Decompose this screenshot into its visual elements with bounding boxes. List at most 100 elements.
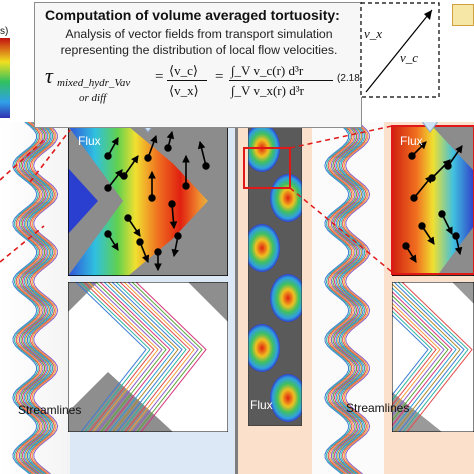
streamline <box>330 122 356 474</box>
arrow-head <box>111 242 119 251</box>
zoom-streamline <box>392 287 457 432</box>
zoom-streamline <box>392 314 429 397</box>
arrow-origin-dot <box>174 232 182 240</box>
velocity-vector-diagram <box>360 2 440 98</box>
tau-subscript-2: or diff <box>79 92 107 104</box>
streamline <box>335 122 361 474</box>
zoom-streamline <box>397 282 469 432</box>
zoom-streamline <box>87 282 159 432</box>
streamline <box>31 122 57 474</box>
tau-subscript: mixed_hydr_Vav <box>57 77 131 89</box>
zoom-streamline <box>135 282 207 432</box>
right-wavy-streamline-strip <box>312 122 384 474</box>
arrow-head <box>418 141 427 150</box>
streamline <box>332 122 358 474</box>
left-callout-dashes <box>0 122 157 263</box>
arrow-origin-dot <box>136 238 144 246</box>
zoom-streamline <box>79 282 151 432</box>
arrow-origin-dot <box>124 214 132 222</box>
streamline <box>340 122 366 474</box>
right-flux-velocity-field <box>392 126 474 276</box>
definition-title: Computation of volume averaged tortuosit… <box>45 7 340 23</box>
zoom-streamline <box>393 282 465 432</box>
channel-bulge <box>270 174 302 222</box>
zoom-streamline <box>99 282 171 432</box>
arrow-origin-dot <box>168 200 176 208</box>
left-zoom-streamlines <box>68 282 228 432</box>
zoom-streamline <box>392 302 441 412</box>
arrow-origin-dot <box>104 230 112 238</box>
zoom-streamline <box>123 282 195 432</box>
arrow-head <box>171 248 180 258</box>
arrow-origin-dot <box>148 194 156 202</box>
left-flux-label: Flux <box>78 134 101 148</box>
colorbar-unit-label: s) <box>0 26 9 37</box>
equation-number: (2.18) <box>337 73 364 84</box>
zoom-streamline <box>119 282 191 432</box>
zoom-streamline <box>131 282 203 432</box>
zoom-streamline <box>392 298 445 417</box>
arrow-head <box>148 170 156 179</box>
zoom-streamline <box>83 282 155 432</box>
streamline <box>12 122 38 474</box>
ratio-denominator: ⟨v_x⟩ <box>169 83 199 98</box>
arrow-origin-dot <box>164 144 172 152</box>
zoom-streamline <box>103 282 175 432</box>
streamline <box>29 122 55 474</box>
arrow-head <box>182 154 190 163</box>
streamline <box>28 122 54 474</box>
streamline <box>20 122 46 474</box>
arrow-head <box>133 228 141 237</box>
integral-denominator: ∫_V v_x(r) d³r <box>231 83 304 98</box>
arrow-origin-dot <box>144 154 152 162</box>
arrow-origin-dot <box>182 182 190 190</box>
streamline <box>33 122 59 474</box>
zoom-streamline <box>91 282 163 432</box>
ratio-numerator: ⟨v_c⟩ <box>169 63 198 78</box>
channel-bulge <box>270 374 302 422</box>
streamline <box>333 122 359 474</box>
zoom-streamline <box>392 294 449 422</box>
zoom-streamline <box>401 282 473 432</box>
arrow-origin-dot <box>408 152 416 160</box>
zoom-streamline <box>107 282 179 432</box>
zoom-streamline <box>392 290 453 427</box>
channel-bulge <box>270 274 302 322</box>
equals-sign-2: = <box>215 69 224 85</box>
channel-bulge <box>248 324 280 372</box>
streamline <box>15 122 41 474</box>
tau-symbol: τ <box>45 63 53 88</box>
streamline <box>338 122 364 474</box>
arrow-head <box>445 226 453 236</box>
streamline <box>341 122 367 474</box>
left-streamlines-label: Streamlines <box>18 403 82 417</box>
ratio-bar <box>167 80 207 81</box>
left-flux-velocity-field <box>68 126 228 276</box>
right-edge-fragment <box>452 4 474 26</box>
panel-divider <box>235 122 238 474</box>
arrow-origin-dot <box>438 210 446 218</box>
streamline <box>345 122 371 474</box>
arrow-origin-dot <box>104 152 112 160</box>
streamline <box>337 122 363 474</box>
streamline <box>13 122 39 474</box>
vx-label: v_x <box>364 26 383 41</box>
right-callout-lines <box>243 122 474 275</box>
streamline <box>324 122 350 474</box>
zoom-streamline <box>392 306 437 407</box>
arrow-head <box>150 134 158 144</box>
zoom-streamline <box>392 283 461 432</box>
zoom-streamline <box>115 282 187 432</box>
arrow-head <box>115 169 123 178</box>
definition-line-2: representing the distribution of local f… <box>60 43 338 57</box>
colorbar <box>0 38 10 118</box>
zoom-streamline <box>127 282 199 432</box>
right-streamlines-label: Streamlines <box>346 401 410 415</box>
arrow-origin-dot <box>452 232 460 240</box>
streamline <box>325 122 351 474</box>
arrow-origin-dot <box>402 242 410 250</box>
streamline <box>25 122 51 474</box>
streamline <box>327 122 353 474</box>
arrow-head <box>142 254 150 264</box>
arrow-origin-dot <box>418 222 426 230</box>
